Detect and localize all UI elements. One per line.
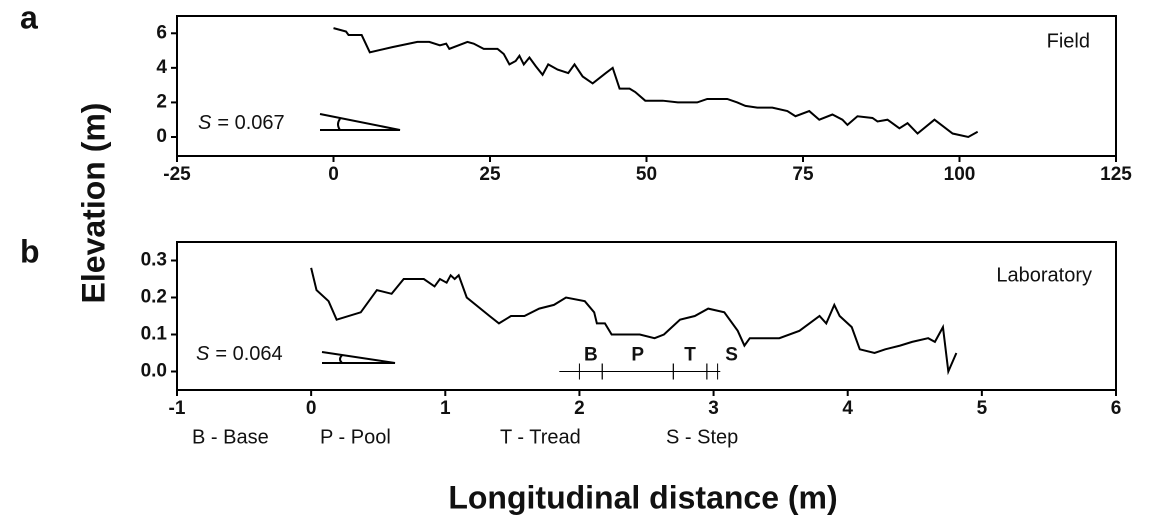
x-tick-label: 5 (977, 398, 988, 419)
segment-label: T (684, 345, 696, 366)
y-tick-label: 4 (156, 57, 167, 78)
data-line (310, 267, 958, 376)
x-tick-label: 2 (574, 398, 585, 419)
legend-item: P - Pool (320, 426, 391, 448)
x-tick-label: 3 (708, 398, 719, 419)
x-tick-label: 125 (1100, 164, 1132, 185)
slope-icon (319, 113, 401, 131)
legend-item: B - Base (192, 426, 269, 448)
y-tick-label: 2 (156, 91, 167, 112)
slope-value: = 0.064 (215, 343, 282, 365)
segment-label: P (631, 345, 644, 366)
slope-value: = 0.067 (217, 112, 284, 134)
slope-symbol: S (196, 343, 210, 365)
x-tick-label: 4 (842, 398, 853, 419)
panel-annotation: Field (1047, 30, 1090, 52)
x-tick-label: 1 (440, 398, 451, 419)
y-tick-label: 0.0 (141, 361, 167, 382)
x-tick-label: 25 (479, 164, 501, 185)
x-tick-label: 0 (306, 398, 317, 419)
x-tick-label: 75 (792, 164, 814, 185)
x-tick-label: 0 (328, 164, 339, 185)
y-tick-label: 0.1 (141, 324, 168, 345)
slope-symbol: S (198, 112, 212, 134)
y-axis-title: Elevation (m) (75, 103, 111, 304)
x-tick-label: -1 (169, 398, 186, 419)
legend-item: S - Step (666, 426, 738, 448)
panel-letter: b (20, 233, 40, 269)
plot-frame (176, 241, 1117, 391)
legend-item: T - Tread (500, 426, 581, 448)
panel-annotation: Laboratory (996, 264, 1092, 286)
x-tick-label: 100 (944, 164, 976, 185)
plot-frame (176, 15, 1117, 157)
y-tick-label: 0 (156, 126, 167, 147)
slope-label: S = 0.067 (198, 112, 285, 134)
x-tick-label: -25 (163, 164, 191, 185)
y-tick-label: 0.3 (141, 250, 167, 271)
segment-label: B (584, 345, 598, 366)
segment-label: S (725, 345, 738, 366)
panel-letter: a (20, 0, 38, 35)
slope-label: S = 0.064 (196, 343, 283, 365)
y-tick-label: 0.2 (141, 287, 167, 308)
x-tick-label: 50 (636, 164, 657, 185)
y-tick-label: 6 (156, 22, 167, 43)
x-axis-title: Longitudinal distance (m) (448, 479, 837, 515)
data-line (333, 27, 979, 139)
slope-icon (321, 351, 396, 364)
x-tick-label: 6 (1111, 398, 1122, 419)
